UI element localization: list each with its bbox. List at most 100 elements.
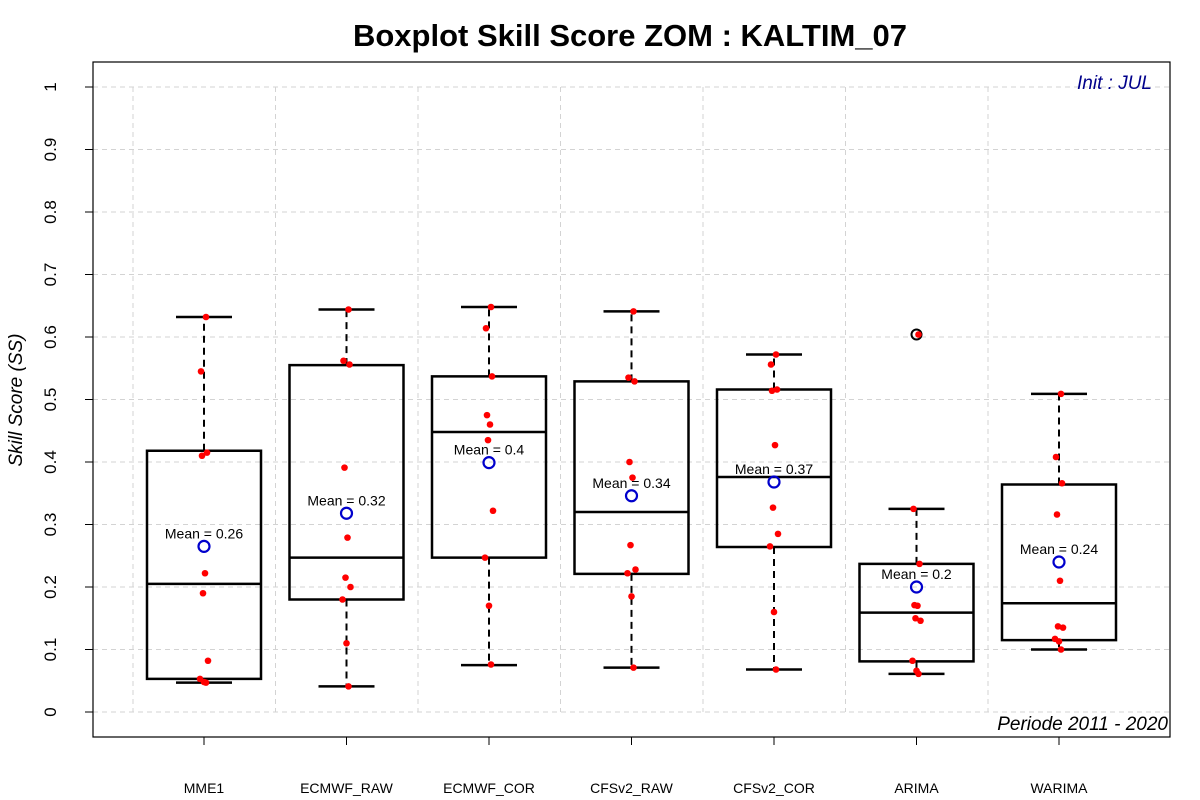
data-point bbox=[489, 507, 497, 515]
data-point bbox=[1057, 646, 1065, 653]
mean-marker bbox=[1052, 555, 1066, 569]
data-point bbox=[915, 670, 922, 678]
mean-marker bbox=[767, 475, 781, 489]
iqr-box bbox=[430, 375, 548, 559]
x-tick-label: CFSv2_COR bbox=[733, 780, 815, 796]
data-point bbox=[197, 368, 205, 375]
y-tick-label: 0.1 bbox=[41, 638, 60, 662]
mean-label: Mean = 0.26 bbox=[165, 525, 243, 541]
data-point bbox=[482, 324, 490, 332]
data-point bbox=[204, 657, 212, 665]
data-point bbox=[631, 378, 638, 385]
y-tick-label: 0.2 bbox=[41, 575, 60, 599]
x-tick-label: CFSv2_RAW bbox=[590, 780, 674, 796]
x-tick-label: ECMWF_COR bbox=[443, 780, 535, 796]
data-point bbox=[347, 583, 354, 591]
data-point bbox=[771, 441, 779, 449]
mean-label: Mean = 0.24 bbox=[1020, 541, 1098, 557]
mean-marker bbox=[909, 580, 924, 594]
iqr-box bbox=[1000, 483, 1118, 642]
mean-label: Mean = 0.32 bbox=[307, 492, 385, 508]
data-point bbox=[1054, 623, 1062, 630]
data-point bbox=[909, 657, 916, 665]
data-point bbox=[340, 357, 347, 365]
data-point bbox=[916, 560, 923, 568]
box-cfsv2-cor: Mean = 0.37 bbox=[715, 351, 833, 673]
data-point bbox=[1055, 638, 1063, 645]
data-point bbox=[339, 596, 346, 603]
y-tick-label: 0 bbox=[41, 707, 60, 716]
box-mme1: Mean = 0.26 bbox=[145, 313, 263, 686]
data-point bbox=[627, 541, 634, 549]
data-point bbox=[344, 534, 351, 541]
data-point bbox=[628, 593, 635, 600]
data-point bbox=[487, 303, 495, 311]
data-point bbox=[1057, 390, 1065, 398]
y-axis-label: Skill Score (SS) bbox=[6, 333, 27, 466]
data-point bbox=[1059, 624, 1067, 631]
box-warima: Mean = 0.24 bbox=[1000, 390, 1118, 653]
box-ecmwf-raw: Mean = 0.32 bbox=[288, 306, 405, 690]
data-point bbox=[774, 530, 782, 538]
init-annotation: Init : JUL bbox=[1077, 73, 1152, 94]
data-point bbox=[487, 661, 495, 668]
x-tick-label: WARIMA bbox=[1030, 780, 1088, 796]
data-point bbox=[202, 313, 210, 321]
mean-label: Mean = 0.4 bbox=[454, 442, 525, 458]
data-point bbox=[917, 617, 924, 625]
data-point bbox=[1058, 479, 1066, 487]
data-point bbox=[346, 361, 353, 368]
y-tick-label: 0.7 bbox=[41, 263, 60, 287]
box-ecmwf-cor: Mean = 0.4 bbox=[430, 303, 548, 668]
data-point bbox=[342, 574, 349, 581]
data-point bbox=[488, 373, 496, 380]
iqr-box bbox=[288, 363, 405, 601]
data-point bbox=[624, 569, 631, 577]
data-point bbox=[769, 504, 777, 511]
y-tick-label: 0.8 bbox=[41, 200, 60, 224]
data-point bbox=[481, 554, 489, 561]
data-point bbox=[1052, 453, 1060, 461]
data-point bbox=[484, 436, 492, 444]
data-point bbox=[772, 666, 780, 673]
y-tick-label: 0.9 bbox=[41, 138, 60, 162]
grid bbox=[93, 86, 1170, 713]
data-point bbox=[912, 614, 919, 622]
data-point bbox=[199, 589, 207, 597]
periode-annotation: Periode 2011 - 2020 bbox=[997, 714, 1168, 735]
data-point bbox=[770, 608, 778, 616]
data-point bbox=[341, 464, 348, 471]
mean-label: Mean = 0.37 bbox=[735, 461, 813, 477]
x-tick-label: ARIMA bbox=[894, 780, 939, 796]
mean-label: Mean = 0.2 bbox=[881, 566, 952, 582]
data-point bbox=[343, 639, 350, 647]
data-point bbox=[198, 452, 206, 460]
y-tick-label: 0.3 bbox=[41, 513, 60, 537]
boxes: Mean = 0.26 Mean = 0.32 Mean = 0.4 Mean = 0… bbox=[145, 303, 1118, 690]
data-point bbox=[766, 543, 774, 550]
data-point bbox=[201, 569, 209, 577]
mean-marker bbox=[624, 489, 639, 503]
data-point bbox=[772, 351, 780, 358]
data-point bbox=[1056, 577, 1064, 585]
data-point bbox=[773, 386, 781, 393]
data-point bbox=[625, 374, 632, 381]
mean-marker bbox=[197, 539, 211, 553]
data-point bbox=[630, 664, 637, 671]
mean-label: Mean = 0.34 bbox=[592, 475, 670, 491]
data-point bbox=[632, 566, 639, 573]
mean-marker bbox=[482, 456, 496, 470]
y-tick-label: 0.5 bbox=[41, 388, 60, 412]
y-tick-label: 1 bbox=[41, 82, 60, 91]
data-point bbox=[768, 387, 776, 395]
data-point bbox=[630, 308, 637, 315]
data-point bbox=[626, 458, 633, 466]
mean-marker bbox=[339, 506, 354, 520]
data-point bbox=[914, 602, 921, 610]
data-point bbox=[483, 411, 491, 419]
data-point bbox=[1053, 511, 1061, 518]
data-point bbox=[915, 331, 922, 338]
data-point bbox=[910, 505, 917, 513]
plot-frame bbox=[92, 61, 1171, 738]
